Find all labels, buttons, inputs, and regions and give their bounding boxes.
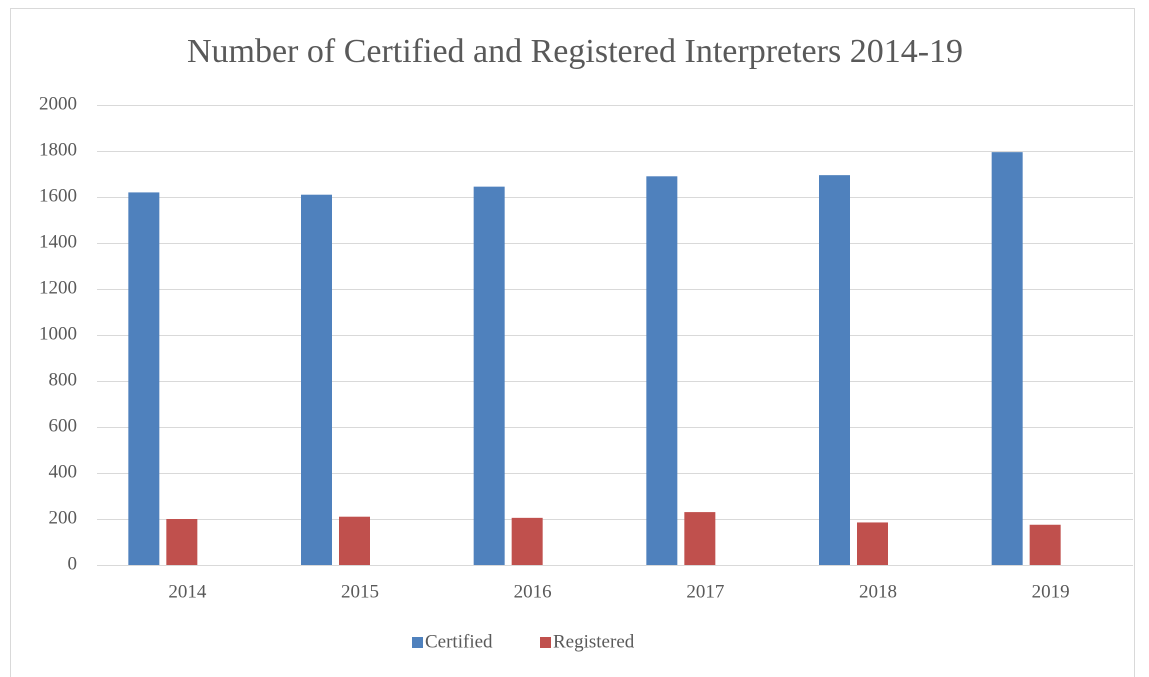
y-tick-label: 2000	[39, 93, 77, 114]
y-tick-label: 1200	[39, 277, 77, 298]
x-tick-label: 2016	[514, 581, 552, 602]
legend-swatch	[540, 637, 551, 648]
y-tick-label: 1800	[39, 139, 77, 160]
x-tick-label: 2019	[1032, 581, 1070, 602]
bar	[819, 175, 850, 565]
y-tick-label: 1600	[39, 185, 77, 206]
bar	[991, 152, 1023, 565]
y-tick-label: 400	[49, 461, 78, 482]
bar	[339, 516, 370, 565]
x-tick-label: 2015	[341, 581, 379, 602]
x-tick-label: 2017	[686, 581, 724, 602]
y-tick-label: 200	[49, 507, 78, 528]
chart-title: Number of Certified and Registered Inter…	[187, 33, 963, 70]
bar	[473, 186, 505, 565]
legend-swatch	[412, 637, 423, 648]
y-tick-label: 0	[68, 553, 78, 574]
chart-border	[10, 8, 1135, 677]
bar	[128, 192, 160, 565]
bar	[166, 519, 198, 565]
bar	[1029, 524, 1061, 565]
y-tick-label: 800	[49, 369, 78, 390]
bar	[684, 512, 716, 565]
y-tick-label: 1000	[39, 323, 77, 344]
legend-label: Registered	[553, 631, 635, 652]
y-tick-label: 600	[49, 415, 78, 436]
bar	[301, 194, 332, 565]
y-tick-label: 1400	[39, 231, 77, 252]
x-tick-label: 2018	[859, 581, 897, 602]
bar	[511, 517, 543, 565]
bar	[857, 522, 888, 565]
legend-label: Certified	[425, 631, 493, 652]
x-tick-label: 2014	[168, 581, 207, 602]
bar	[646, 176, 678, 566]
